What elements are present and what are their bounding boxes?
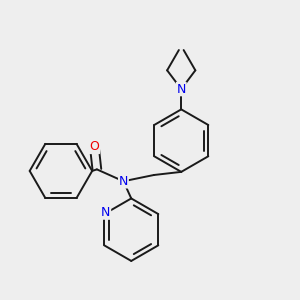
Text: N: N (177, 82, 186, 96)
Text: N: N (119, 175, 128, 188)
Text: N: N (101, 206, 110, 219)
Text: O: O (89, 140, 99, 153)
